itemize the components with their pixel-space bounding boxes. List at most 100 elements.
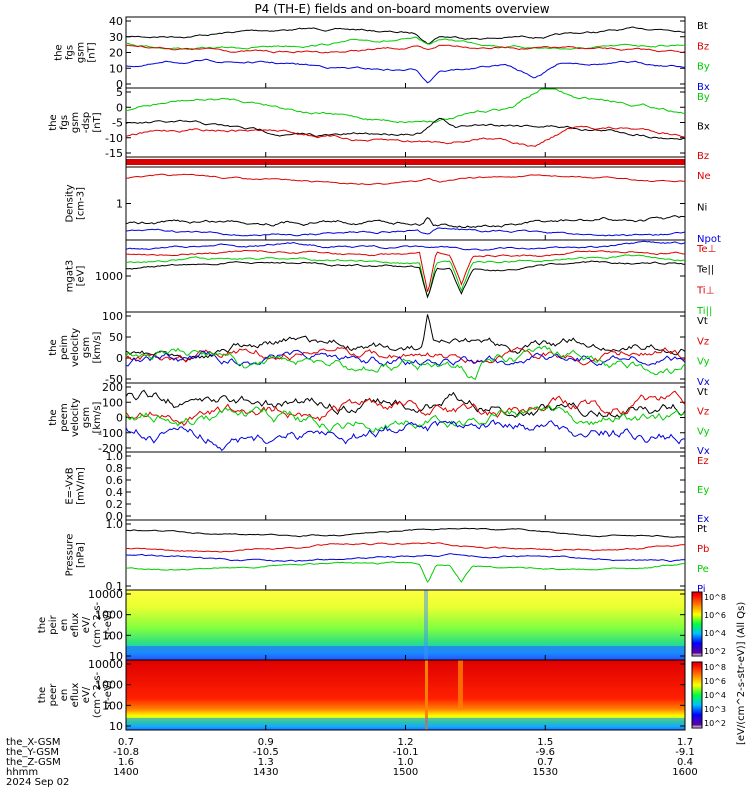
- y-tick-label: 0: [116, 78, 123, 91]
- legend-Te⊥: Te⊥: [696, 244, 716, 255]
- y-axis-label-line: the: [48, 114, 59, 130]
- trace-Vy-peem: [125, 404, 686, 433]
- colorbar-tick-label: 10^2: [704, 719, 726, 728]
- y-tick-label: 0.2: [106, 498, 124, 511]
- y-tick-label: 10: [109, 650, 123, 663]
- y-tick-label: -200: [98, 442, 123, 455]
- y-tick-label: 1.0: [106, 518, 124, 531]
- y-axis-label-line: the: [54, 44, 65, 60]
- legend-Vy: Vy: [697, 426, 710, 437]
- x-row-value: -10.8: [113, 747, 139, 758]
- panel-efield: E=-VxB [mV/m] 1.00.80.60.40.20.0 Ez Ey Ex: [65, 450, 710, 525]
- panel-peer_spec: the peer en eflux eV/(cm^2-s-sr-eV) 10000 1000…: [37, 658, 686, 733]
- x-row-value: -9.6: [535, 747, 555, 758]
- x-row-value: 1530: [533, 767, 558, 778]
- colorbar-tick-label: 10^4: [704, 691, 726, 700]
- legend-Bx: Bx: [697, 82, 710, 93]
- legend-By: By: [697, 92, 710, 103]
- legend-Vt: Vt: [697, 387, 708, 398]
- y-tick-label: 1.0: [106, 450, 124, 463]
- legend-Ti⊥: Ti⊥: [696, 285, 714, 296]
- y-axis-label-line: en: [59, 689, 70, 702]
- y-axis-label-line: [km/s]: [92, 401, 103, 433]
- x-row-value: -10.1: [393, 747, 419, 758]
- x-row-value: 0.7: [118, 737, 134, 748]
- legend-Ey: Ey: [697, 485, 709, 496]
- y-tick-label: 1000: [95, 270, 123, 283]
- legend-Pe: Pe: [697, 564, 709, 575]
- y-axis-label-line: velocity: [70, 328, 81, 367]
- y-tick-label: 100: [102, 310, 123, 323]
- legend-Ti||: Ti||: [696, 306, 712, 317]
- x-row-value: 1.7: [677, 737, 693, 748]
- trace-Vz-peem: [125, 390, 686, 427]
- y-tick-label: 30: [109, 31, 123, 44]
- trace-Vx-peim: [125, 349, 686, 367]
- legend-Te||: Te||: [696, 265, 714, 276]
- x-row-value: 1.5: [537, 737, 553, 748]
- x-row-label: the_Z-GSM: [6, 757, 61, 768]
- legend-Vz: Vz: [697, 336, 709, 347]
- y-tick-label: -15: [105, 147, 123, 160]
- y-axis-label-line: peem: [59, 403, 70, 431]
- x-row-label: the_X-GSM: [6, 737, 60, 748]
- trace-Pt: [126, 527, 686, 538]
- colorbar-tick-label: 10^2: [704, 647, 726, 656]
- x-row-value: 1600: [672, 767, 697, 778]
- y-axis-label-line: fgs: [65, 45, 76, 60]
- legend-By: By: [697, 62, 710, 73]
- trace-Pb: [125, 542, 686, 553]
- y-tick-label: -5: [112, 117, 123, 130]
- y-axis-label-line: [cm-3]: [76, 187, 87, 220]
- legend-Vt: Vt: [697, 316, 708, 327]
- y-axis-label-line: peim: [59, 335, 70, 360]
- trace-Vz-peim: [125, 346, 686, 366]
- y-axis-label-line: gsm: [76, 42, 87, 63]
- trace-Pe: [125, 561, 686, 583]
- y-tick-label: 10: [109, 62, 123, 75]
- y-tick-label: 100: [102, 629, 123, 642]
- trace-Te-perp: [125, 250, 686, 292]
- y-tick-label: 10: [109, 720, 123, 733]
- y-tick-label: 40: [109, 15, 123, 28]
- y-tick-label: 20: [109, 47, 123, 60]
- y-tick-label: 1000: [95, 679, 123, 692]
- x-row-value: 1400: [113, 767, 138, 778]
- y-axis-label-line: gsm: [81, 407, 92, 428]
- electron-spectrogram-event-2: [458, 660, 463, 710]
- y-axis-label-line: [mV/m]: [76, 467, 87, 505]
- y-axis-label-line: the: [37, 617, 48, 633]
- panel-fgs_all: the fgs gsm [nT] 40 30 20 10 0 Bt Bz By Bx: [54, 15, 710, 93]
- colorbar-tick-label: 10^3: [704, 705, 726, 714]
- trace-Bx-dsp: [125, 117, 686, 140]
- panel-frame: [125, 451, 686, 521]
- trace-Vt-peim: [125, 314, 686, 363]
- panel-frame: [125, 16, 686, 89]
- y-axis-label-line: the: [37, 687, 48, 703]
- trace-Bx: [125, 58, 686, 84]
- panel-fgs_comp: the fgs gsm -dsp [nT] 5 0 -5 -10 -15 By Bx Bz: [48, 86, 710, 162]
- colorbar-tick-label: 10^4: [704, 629, 726, 638]
- y-axis-label-line: en: [59, 619, 70, 632]
- trace-Ti-par: [125, 254, 686, 299]
- colorbar-tick-label: 10^8: [704, 663, 726, 672]
- trace-Vx-peem: [125, 419, 685, 452]
- trace-Ti-perp: [125, 240, 686, 251]
- trace-Bz: [125, 44, 686, 54]
- y-tick-label: 0.1: [106, 580, 124, 593]
- y-axis-label-line: -dsp: [81, 112, 92, 134]
- x-row-value: 0.7: [537, 757, 553, 768]
- ion-spectrogram-event: [424, 590, 428, 660]
- y-tick-label: 1: [116, 198, 123, 211]
- figure-title: P4 (TH-E) fields and on-board moments ov…: [254, 2, 549, 16]
- y-axis-label-line: fgs: [59, 115, 70, 130]
- x-row-value: -10.5: [253, 747, 279, 758]
- y-axis-label-line: sr-eV): [103, 610, 114, 639]
- y-axis-label-line: eV/: [81, 686, 92, 703]
- y-tick-label: 0: [116, 101, 123, 114]
- colorbar-1: [691, 591, 703, 657]
- colorbar-2: [691, 661, 703, 729]
- legend-Vz: Vz: [697, 407, 709, 418]
- trace-Pi: [125, 553, 686, 563]
